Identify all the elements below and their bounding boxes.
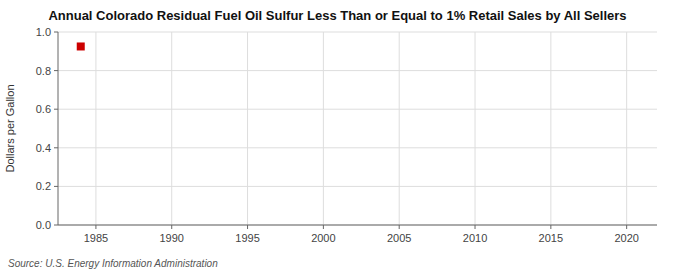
grid-line: [58, 186, 657, 187]
tick-label: 0.0: [36, 219, 51, 231]
tick-label: 1.0: [36, 26, 51, 38]
tick-mark: [626, 225, 627, 229]
tick-label: 2000: [311, 232, 335, 244]
grid-line: [58, 225, 657, 226]
grid-line: [58, 147, 657, 148]
x-axis: 1985 1990 1995 2000 2005 2010 2015 2020: [84, 32, 639, 244]
tick-mark: [54, 225, 58, 226]
grid-line: [626, 32, 627, 225]
tick-mark: [95, 225, 96, 229]
tick-mark: [399, 225, 400, 229]
tick-label: 2015: [539, 232, 563, 244]
tick-label: 1990: [159, 232, 183, 244]
chart: 0.0 0.2 0.4 0.6 0.8 1.0 1985 1990 1995 2000 2005 20…: [0, 0, 675, 275]
tick-mark: [54, 32, 58, 33]
grid-line: [550, 32, 551, 225]
tick-mark: [323, 225, 324, 229]
tick-label: 2005: [387, 232, 411, 244]
tick-mark: [475, 225, 476, 229]
tick-mark: [247, 225, 248, 229]
y-axis-line: [58, 32, 59, 225]
y-axis: 0.0 0.2 0.4 0.6 0.8 1.0: [36, 26, 657, 231]
tick-mark: [54, 147, 58, 148]
source-note: Source: U.S. Energy Information Administ…: [8, 258, 218, 269]
grid-line: [171, 32, 172, 225]
grid-line: [95, 32, 96, 225]
grid-line: [475, 32, 476, 225]
tick-label: 1985: [84, 232, 108, 244]
grid-line: [399, 32, 400, 225]
grid-line: [58, 109, 657, 110]
tick-mark: [550, 225, 551, 229]
tick-label: 0.6: [36, 103, 51, 115]
x-axis-line: [58, 225, 657, 226]
grid-line: [58, 70, 657, 71]
grid-line: [58, 32, 657, 33]
tick-label: 2020: [614, 232, 638, 244]
tick-mark: [54, 109, 58, 110]
tick-label: 1995: [235, 232, 259, 244]
plot-area: [77, 42, 85, 50]
tick-mark: [171, 225, 172, 229]
data-point: [77, 42, 85, 50]
tick-mark: [54, 186, 58, 187]
chart-container: 0.0 0.2 0.4 0.6 0.8 1.0 1985 1990 1995 2000 2005 20…: [0, 0, 675, 275]
chart-title: Annual Colorado Residual Fuel Oil Sulfur…: [48, 8, 626, 23]
y-axis-label: Dollars per Gallon: [4, 84, 16, 172]
grid-line: [247, 32, 248, 225]
tick-label: 0.2: [36, 180, 51, 192]
background: [0, 0, 675, 275]
tick-label: 0.4: [36, 142, 51, 154]
grid-line: [323, 32, 324, 225]
tick-label: 2010: [463, 232, 487, 244]
tick-label: 0.8: [36, 65, 51, 77]
tick-mark: [54, 70, 58, 71]
